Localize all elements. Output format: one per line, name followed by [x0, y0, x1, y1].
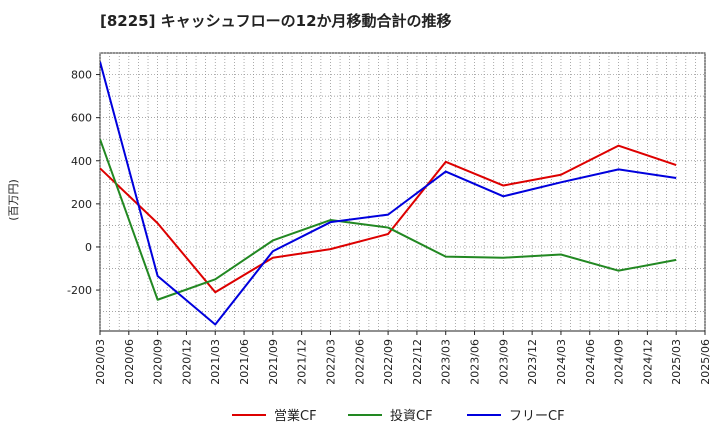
x-tick-label: 2024/03	[555, 339, 568, 385]
plot-area	[99, 52, 706, 332]
y-axis-ticks: -200 0 200 400 600 800	[67, 69, 100, 297]
grid-lines	[99, 52, 706, 331]
legend-label: フリーCF	[509, 409, 565, 424]
y-tick-label: 800	[71, 69, 92, 82]
chart-title: [8225] キャッシュフローの12か月移動合計の推移	[100, 12, 452, 30]
legend-label: 投資CF	[390, 408, 433, 424]
x-tick-label: 2021/09	[267, 339, 280, 385]
y-tick-label: 200	[71, 198, 92, 211]
series-lines	[100, 61, 677, 326]
x-tick-label: 2023/06	[469, 339, 482, 385]
series-line	[100, 61, 677, 326]
x-tick-label: 2023/09	[497, 339, 510, 385]
x-tick-label: 2022/06	[353, 339, 366, 385]
series-line	[100, 138, 677, 301]
x-tick-label: 2023/12	[526, 339, 539, 385]
y-tick-label: -200	[67, 284, 92, 297]
x-axis-ticks: 2020/03 2020/06 2020/09 2020/12 2021/03 2021/…	[94, 331, 712, 385]
x-tick-label: 2020/12	[180, 339, 193, 385]
y-tick-label: 400	[71, 155, 92, 168]
y-tick-label: 600	[71, 112, 92, 125]
legend: 営業CF 投資CF フリーCF	[232, 408, 565, 424]
x-tick-label: 2021/03	[209, 339, 222, 385]
x-tick-label: 2024/12	[641, 339, 654, 385]
x-tick-label: 2020/03	[94, 339, 107, 385]
series-line	[100, 144, 677, 294]
x-tick-label: 2022/12	[411, 339, 424, 385]
x-tick-label: 2020/06	[123, 339, 136, 385]
x-tick-label: 2022/03	[324, 339, 337, 385]
x-tick-label: 2021/12	[296, 339, 309, 385]
x-tick-label: 2024/06	[584, 339, 597, 385]
x-tick-label: 2025/03	[670, 339, 683, 385]
x-tick-label: 2021/06	[238, 339, 251, 385]
x-tick-label: 2020/09	[152, 339, 165, 385]
y-axis-label: (百万円)	[7, 179, 20, 221]
x-tick-label: 2025/06	[699, 339, 712, 385]
legend-label: 営業CF	[274, 408, 317, 424]
y-tick-label: 0	[85, 241, 92, 254]
x-tick-label: 2022/09	[382, 339, 395, 385]
x-tick-label: 2023/03	[440, 339, 453, 385]
x-tick-label: 2024/09	[613, 339, 626, 385]
